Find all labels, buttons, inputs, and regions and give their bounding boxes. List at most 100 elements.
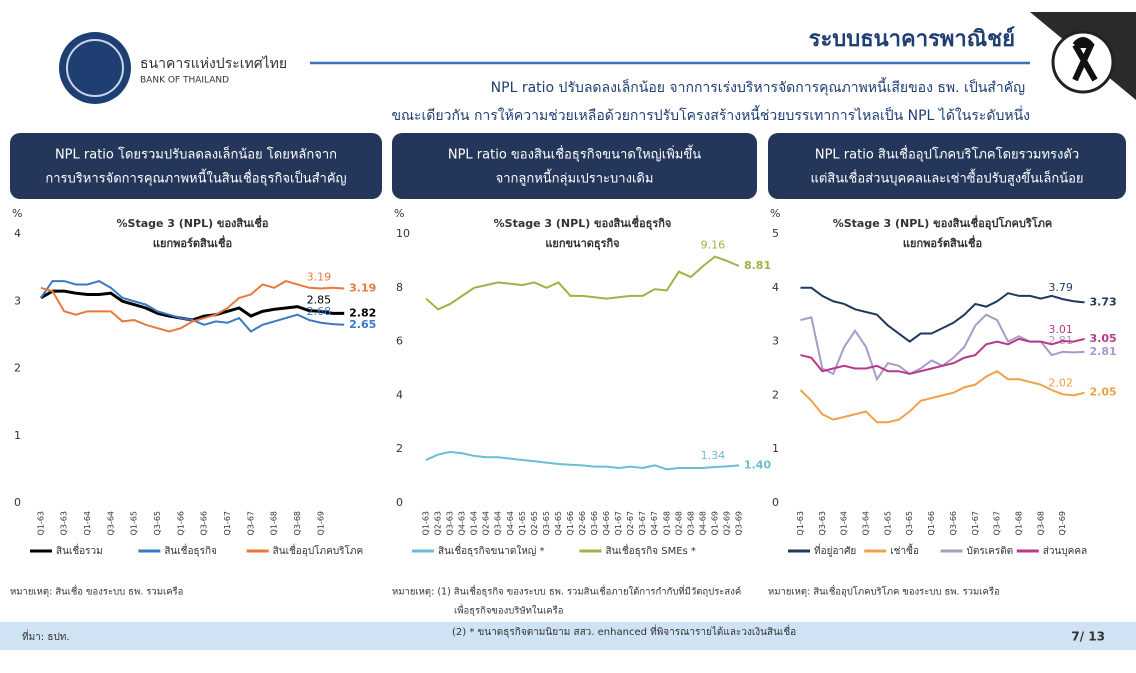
chart-title: %Stage 3 (NPL) ของสินเชื่อ [117,215,269,230]
series-line [40,279,345,333]
y-tick-label: 4 [396,388,403,401]
x-tick-label: Q1-66 [176,511,185,535]
x-tick-label: Q4-63 [458,511,467,535]
x-tick-label: Q3-64 [862,511,871,535]
panel-heading: จากลูกหนี้กลุ่มเปราะบางเดิม [496,169,654,187]
y-tick-label: 4 [772,281,779,294]
subtitle-line: ขณะเดียวกัน การให้ความช่วยเหลือด้วยการปร… [391,105,1030,124]
y-tick-label: 2 [396,442,403,455]
x-tick-label: Q3-64 [106,511,115,535]
x-tick-label: Q1-63 [796,511,805,535]
x-tick-label: Q1-67 [614,511,623,535]
x-tick-label: Q1-65 [883,511,892,535]
x-tick-label: Q1-64 [840,511,849,535]
x-tick-label: Q3-67 [993,511,1002,535]
legend-label: สินเชื่อธุรกิจ SMEs * [606,543,696,557]
legend-label: เช่าซื้อ [890,543,919,557]
y-tick-label: 8 [396,281,403,294]
x-tick-label: Q3-66 [200,511,209,535]
x-tick-label: Q1-66 [927,511,936,535]
value-label: 1.34 [701,449,726,462]
bank-name-en: BANK OF THAILAND [140,76,229,86]
x-tick-label: Q3-67 [246,511,255,535]
value-label: 2.05 [1090,386,1117,399]
x-tick-label: Q3-68 [293,511,302,535]
legend-label: ส่วนบุคคล [1043,546,1087,557]
panel-heading-box [10,133,382,199]
x-tick-label: Q1-69 [316,511,325,535]
value-label: 2.81 [1090,345,1117,358]
x-tick-label: Q1-68 [270,511,279,535]
value-label: 3.79 [1048,281,1073,294]
logo [59,32,131,104]
value-label: 3.01 [1048,323,1073,336]
panel-heading: NPL ratio ของสินเชื่อธุรกิจขนาดใหญ่เพิ่ม… [448,145,701,163]
y-tick-label: 10 [396,227,410,240]
y-tick-label: 3 [14,294,21,307]
chart-subtitle: แยกพอร์ตสินเชื่อ [153,235,232,250]
value-label: 3.05 [1090,332,1117,345]
panel-heading: NPL ratio สินเชื่ออุปโภคบริโภคโดยรวมทรงต… [815,146,1079,163]
footnote: (2) * ขนาดธุรกิจตามนิยาม สสว. enhanced ท… [452,624,796,638]
value-label: 2.65 [349,318,376,331]
y-tick-label: 0 [396,496,403,509]
legend-label: บัตรเครดิต [967,546,1014,557]
y-tick-label: 2 [14,362,21,375]
value-label: 3.73 [1090,295,1117,308]
y-tick-label: 0 [14,496,21,509]
value-label: 3.19 [307,270,332,283]
value-label: 2.02 [1048,376,1073,389]
value-label: 9.16 [701,239,726,252]
x-tick-label: Q4-67 [650,511,659,535]
ribbon [1072,37,1098,82]
x-tick-label: Q4-64 [506,511,515,535]
bank-name-th: ธนาคารแห่งประเทศไทย [140,55,287,72]
page-number: 7/ 13 [1071,630,1105,644]
x-tick-label: Q3-63 [446,511,455,535]
x-tick-label: Q3-65 [905,511,914,535]
series-line [800,286,1085,343]
x-tick-label: Q1-65 [518,511,527,535]
panel-heading: NPL ratio โดยรวมปรับลดลงเล็กน้อย โดยหลัก… [55,145,337,163]
x-tick-label: Q3-66 [949,511,958,535]
slide-title: ระบบธนาคารพาณิชย์ [809,26,1015,52]
value-label: 3.19 [349,281,376,294]
legend-label: สินเชื่อธุรกิจ [164,543,217,557]
x-tick-label: Q3-66 [590,511,599,535]
x-tick-label: Q3-68 [1036,511,1045,535]
note: หมายเหตุ: สินเชื่ออุปโภคบริโภค ของระบบ ธ… [768,585,1000,598]
note: หมายเหตุ: (1) สินเชื่อธุรกิจ ของระบบ ธพ.… [392,585,741,598]
x-tick-label: Q3-64 [494,511,503,535]
x-tick-label: Q3-63 [60,511,69,535]
x-tick-label: Q1-64 [83,511,92,535]
legend-label: สินเชื่อธุรกิจขนาดใหญ่ * [438,543,545,557]
series-line [425,255,740,311]
legend-label: ที่อยู่อาศัย [814,543,856,557]
x-tick-label: Q2-65 [530,511,539,535]
series-line [799,370,1085,424]
x-tick-label: Q1-68 [1014,511,1023,535]
x-tick-label: Q1-64 [470,511,479,535]
x-tick-label: Q1-66 [566,511,575,535]
logo-ring [66,39,124,97]
y-axis-label: % [770,207,780,220]
x-tick-label: Q2-64 [482,511,491,535]
x-tick-label: Q3-63 [818,511,827,535]
value-label: 1.40 [744,458,771,471]
series-line [425,450,740,471]
x-tick-label: Q1-67 [223,511,232,535]
y-tick-label: 5 [772,227,779,240]
series-line [40,279,345,333]
x-tick-label: Q4-65 [554,511,563,535]
x-tick-label: Q1-67 [971,511,980,535]
value-label: 2.68 [307,305,332,318]
series-line [800,337,1085,375]
y-tick-label: 2 [772,388,779,401]
subtitle-line: NPL ratio ปรับลดลงเล็กน้อย จากการเร่งบริ… [491,77,1025,96]
x-tick-label: Q3-67 [638,511,647,535]
panel-heading: การบริหารจัดการคุณภาพหนี้ในสินเชื่อธุรกิ… [45,169,346,187]
note: เพื่อธุรกิจของบริษัทในเครือ [454,604,563,617]
source: ที่มา: ธปท. [22,629,70,643]
y-tick-label: 3 [772,335,779,348]
chart-title: %Stage 3 (NPL) ของสินเชื่อธุรกิจ [494,215,672,231]
